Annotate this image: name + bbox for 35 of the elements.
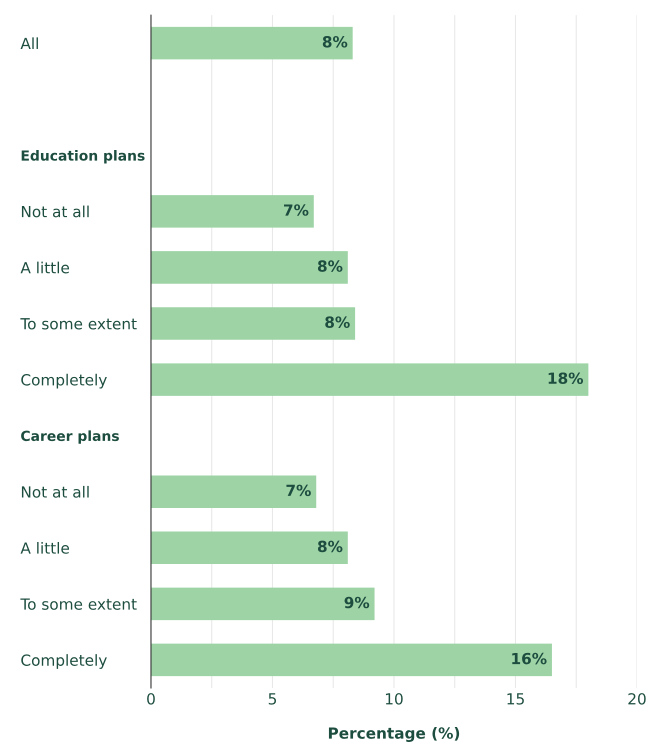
data-label: 9% xyxy=(344,596,370,608)
y-tick-label: To some extent xyxy=(20,318,137,330)
data-label: 8% xyxy=(322,36,348,48)
data-label: 18% xyxy=(548,372,584,384)
data-label: 16% xyxy=(512,652,547,664)
y-tick-label: Education plans xyxy=(22,150,145,164)
y-tick-label: A little xyxy=(20,262,70,274)
data-label: 8% xyxy=(325,316,350,328)
bar xyxy=(150,363,588,396)
y-tick-label: All xyxy=(20,37,38,49)
bar xyxy=(150,475,316,508)
bar xyxy=(150,644,552,676)
data-label: 7% xyxy=(284,204,308,216)
data-label: 8% xyxy=(318,540,342,552)
y-tick-label: Career plans xyxy=(21,430,119,444)
bar xyxy=(150,251,348,284)
bar xyxy=(150,588,375,620)
y-tick-label: Not at all xyxy=(22,206,89,218)
bar xyxy=(150,532,348,564)
y-tick-label: Completely xyxy=(21,374,107,389)
bar xyxy=(150,26,353,60)
y-tick-label: Completely xyxy=(21,654,107,669)
y-tick-label: A little xyxy=(20,542,70,554)
x-tick-label: 5 xyxy=(268,693,276,705)
y-tick-label: To some extent xyxy=(20,598,137,610)
bar xyxy=(150,195,314,228)
bar xyxy=(150,307,356,340)
y-tick-label: Not at all xyxy=(22,486,89,498)
data-label: 7% xyxy=(286,484,311,496)
x-tick-label: 15 xyxy=(507,693,524,705)
x-tick-label: 0 xyxy=(147,693,155,705)
x-axis-title: Percentage (%) xyxy=(328,727,460,742)
x-tick-label: 20 xyxy=(628,693,646,705)
x-tick-label: 10 xyxy=(386,693,403,705)
data-label: 8% xyxy=(318,260,342,272)
